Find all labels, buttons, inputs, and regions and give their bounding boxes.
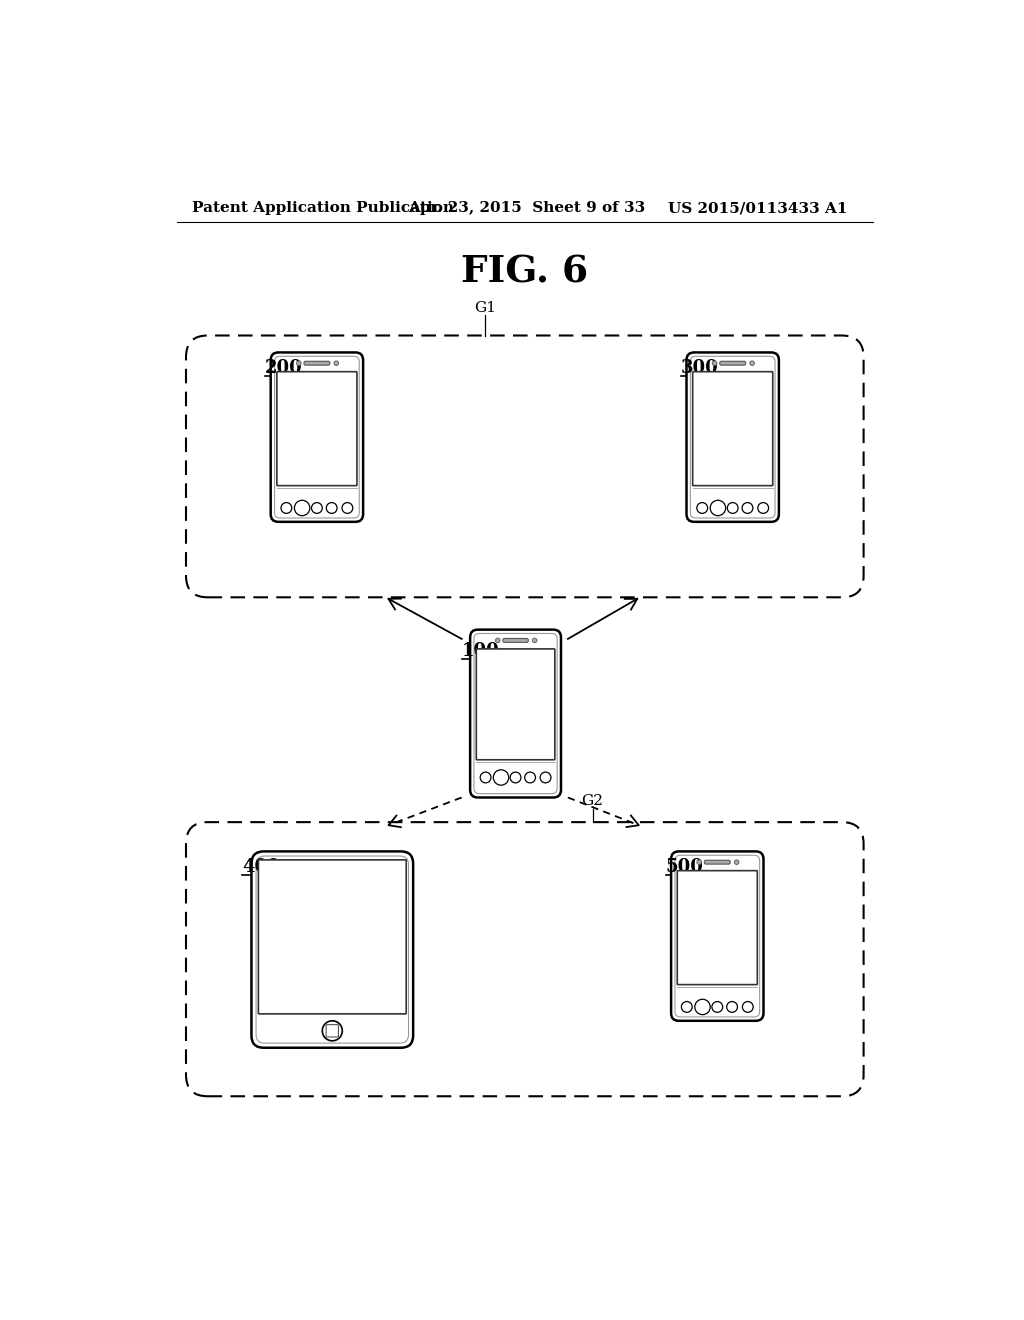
FancyBboxPatch shape [256,857,409,1043]
Circle shape [697,859,701,865]
Circle shape [281,503,292,513]
FancyBboxPatch shape [474,634,557,793]
Text: FIG. 6: FIG. 6 [461,253,589,290]
FancyBboxPatch shape [258,859,407,1014]
Circle shape [295,500,310,516]
FancyBboxPatch shape [326,1024,339,1038]
Circle shape [311,503,323,513]
Circle shape [323,1020,342,1040]
Circle shape [758,503,769,513]
Text: 500: 500 [666,858,703,875]
FancyBboxPatch shape [503,639,528,643]
Circle shape [480,772,490,783]
FancyBboxPatch shape [276,372,357,486]
Text: US 2015/0113433 A1: US 2015/0113433 A1 [668,202,848,215]
Circle shape [327,503,337,513]
Circle shape [540,772,551,783]
Circle shape [727,503,738,513]
Text: G2: G2 [582,795,603,808]
Circle shape [750,360,755,366]
Circle shape [297,360,301,366]
Circle shape [510,772,521,783]
Text: 200: 200 [265,359,303,376]
Circle shape [734,859,739,865]
FancyBboxPatch shape [470,630,561,797]
Circle shape [532,638,537,643]
FancyBboxPatch shape [252,851,413,1048]
FancyBboxPatch shape [304,362,330,366]
Text: 100: 100 [462,643,500,660]
Text: Patent Application Publication: Patent Application Publication [193,202,455,215]
Circle shape [342,503,353,513]
FancyBboxPatch shape [692,372,773,486]
Circle shape [727,1002,737,1012]
Circle shape [712,1002,723,1012]
Circle shape [696,503,708,513]
Text: 300: 300 [681,359,719,376]
FancyBboxPatch shape [705,861,730,865]
Circle shape [334,360,339,366]
Text: G1: G1 [474,301,496,314]
Circle shape [496,638,500,643]
Circle shape [681,1002,692,1012]
Circle shape [713,360,717,366]
FancyBboxPatch shape [690,356,775,517]
Circle shape [524,772,536,783]
FancyBboxPatch shape [274,356,359,517]
FancyBboxPatch shape [677,871,758,985]
FancyBboxPatch shape [720,362,745,366]
Circle shape [742,1002,754,1012]
FancyBboxPatch shape [675,855,760,1016]
Circle shape [711,500,726,516]
FancyBboxPatch shape [270,352,364,521]
Circle shape [494,770,509,785]
FancyBboxPatch shape [671,851,764,1020]
Circle shape [742,503,753,513]
Text: 400: 400 [243,858,280,875]
Text: Apr. 23, 2015  Sheet 9 of 33: Apr. 23, 2015 Sheet 9 of 33 [408,202,645,215]
FancyBboxPatch shape [476,649,555,760]
FancyBboxPatch shape [686,352,779,521]
Circle shape [695,999,711,1015]
